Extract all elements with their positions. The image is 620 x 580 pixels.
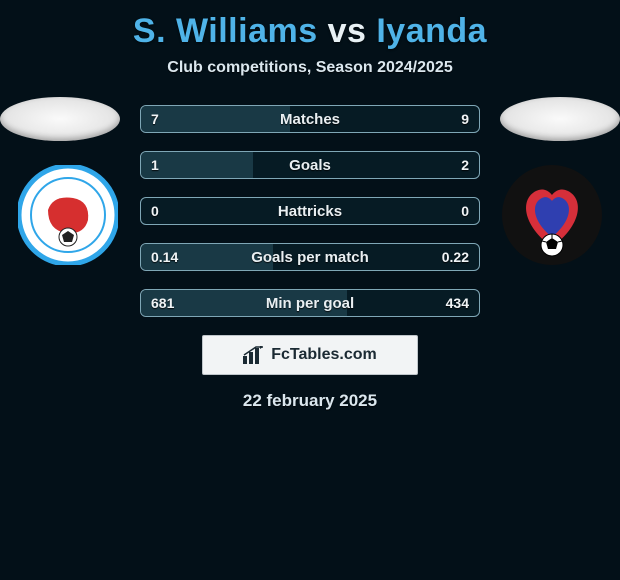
club-badge-left-icon (18, 165, 118, 265)
player-left-name: S. Williams (133, 12, 318, 50)
stat-value-right: 9 (451, 106, 479, 132)
stat-label: Goals (141, 152, 479, 178)
stat-value-right: 0 (451, 198, 479, 224)
stat-value-left: 1 (141, 152, 169, 178)
stat-row: Min per goal681 434 (140, 289, 480, 317)
vs-separator: vs (328, 12, 367, 50)
stat-value-right: 0.22 (432, 244, 479, 270)
player-right-name: Iyanda (376, 12, 487, 50)
stat-row: Goals per match0.14 0.22 (140, 243, 480, 271)
stat-value-left: 681 (141, 290, 184, 316)
stat-value-right: 2 (451, 152, 479, 178)
stat-value-left: 0 (141, 198, 169, 224)
stat-value-left: 0.14 (141, 244, 188, 270)
brand-box: FcTables.com (202, 335, 418, 375)
club-badge-right-icon (502, 165, 602, 265)
brand-chart-icon (243, 346, 265, 364)
flag-right (500, 97, 620, 141)
stat-row: Goals1 2 (140, 151, 480, 179)
brand-text: FcTables.com (271, 346, 377, 364)
page-title: S. Williams vs Iyanda (0, 8, 620, 59)
flag-left (0, 97, 120, 141)
stat-row: Hattricks0 0 (140, 197, 480, 225)
subtitle: Club competitions, Season 2024/2025 (0, 59, 620, 105)
club-badge-left (18, 165, 118, 265)
club-badge-right (502, 165, 602, 265)
stage: Matches7 9 Goals1 2 Hattricks0 0 Goals per mat… (0, 105, 620, 411)
stat-rows: Matches7 9 Goals1 2 Hattricks0 0 Goals per mat… (140, 105, 480, 317)
date-text: 22 february 2025 (0, 391, 620, 411)
stat-label: Matches (141, 106, 479, 132)
comparison-card: S. Williams vs Iyanda Club competitions,… (0, 0, 620, 411)
stat-label: Min per goal (141, 290, 479, 316)
stat-row: Matches7 9 (140, 105, 480, 133)
stat-value-right: 434 (436, 290, 479, 316)
stat-label: Hattricks (141, 198, 479, 224)
stat-label: Goals per match (141, 244, 479, 270)
stat-value-left: 7 (141, 106, 169, 132)
